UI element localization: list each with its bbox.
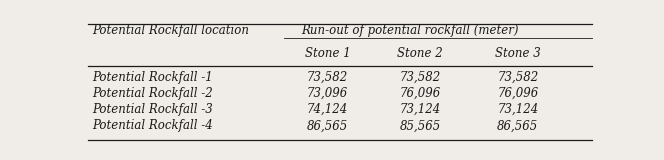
- Text: 73,582: 73,582: [497, 71, 539, 84]
- Text: 74,124: 74,124: [307, 103, 348, 116]
- Text: 73,124: 73,124: [400, 103, 441, 116]
- Text: Potential Rockfall -2: Potential Rockfall -2: [92, 87, 213, 100]
- Text: 73,582: 73,582: [307, 71, 348, 84]
- Text: 76,096: 76,096: [497, 87, 539, 100]
- Text: 86,565: 86,565: [497, 119, 539, 132]
- Text: Potential Rockfall -1: Potential Rockfall -1: [92, 71, 213, 84]
- Text: Potential Rockfall -3: Potential Rockfall -3: [92, 103, 213, 116]
- Text: 86,565: 86,565: [307, 119, 348, 132]
- Text: 73,582: 73,582: [400, 71, 441, 84]
- Text: Potential Rockfall -4: Potential Rockfall -4: [92, 119, 213, 132]
- Text: 85,565: 85,565: [400, 119, 441, 132]
- Text: Stone 3: Stone 3: [495, 47, 540, 60]
- Text: 73,096: 73,096: [307, 87, 348, 100]
- Text: Potential Rockfall location: Potential Rockfall location: [92, 24, 249, 37]
- Text: 73,124: 73,124: [497, 103, 539, 116]
- Text: 76,096: 76,096: [400, 87, 441, 100]
- Text: Stone 1: Stone 1: [305, 47, 351, 60]
- Text: Stone 2: Stone 2: [397, 47, 443, 60]
- Text: Run-out of potential rockfall (meter): Run-out of potential rockfall (meter): [301, 24, 519, 37]
